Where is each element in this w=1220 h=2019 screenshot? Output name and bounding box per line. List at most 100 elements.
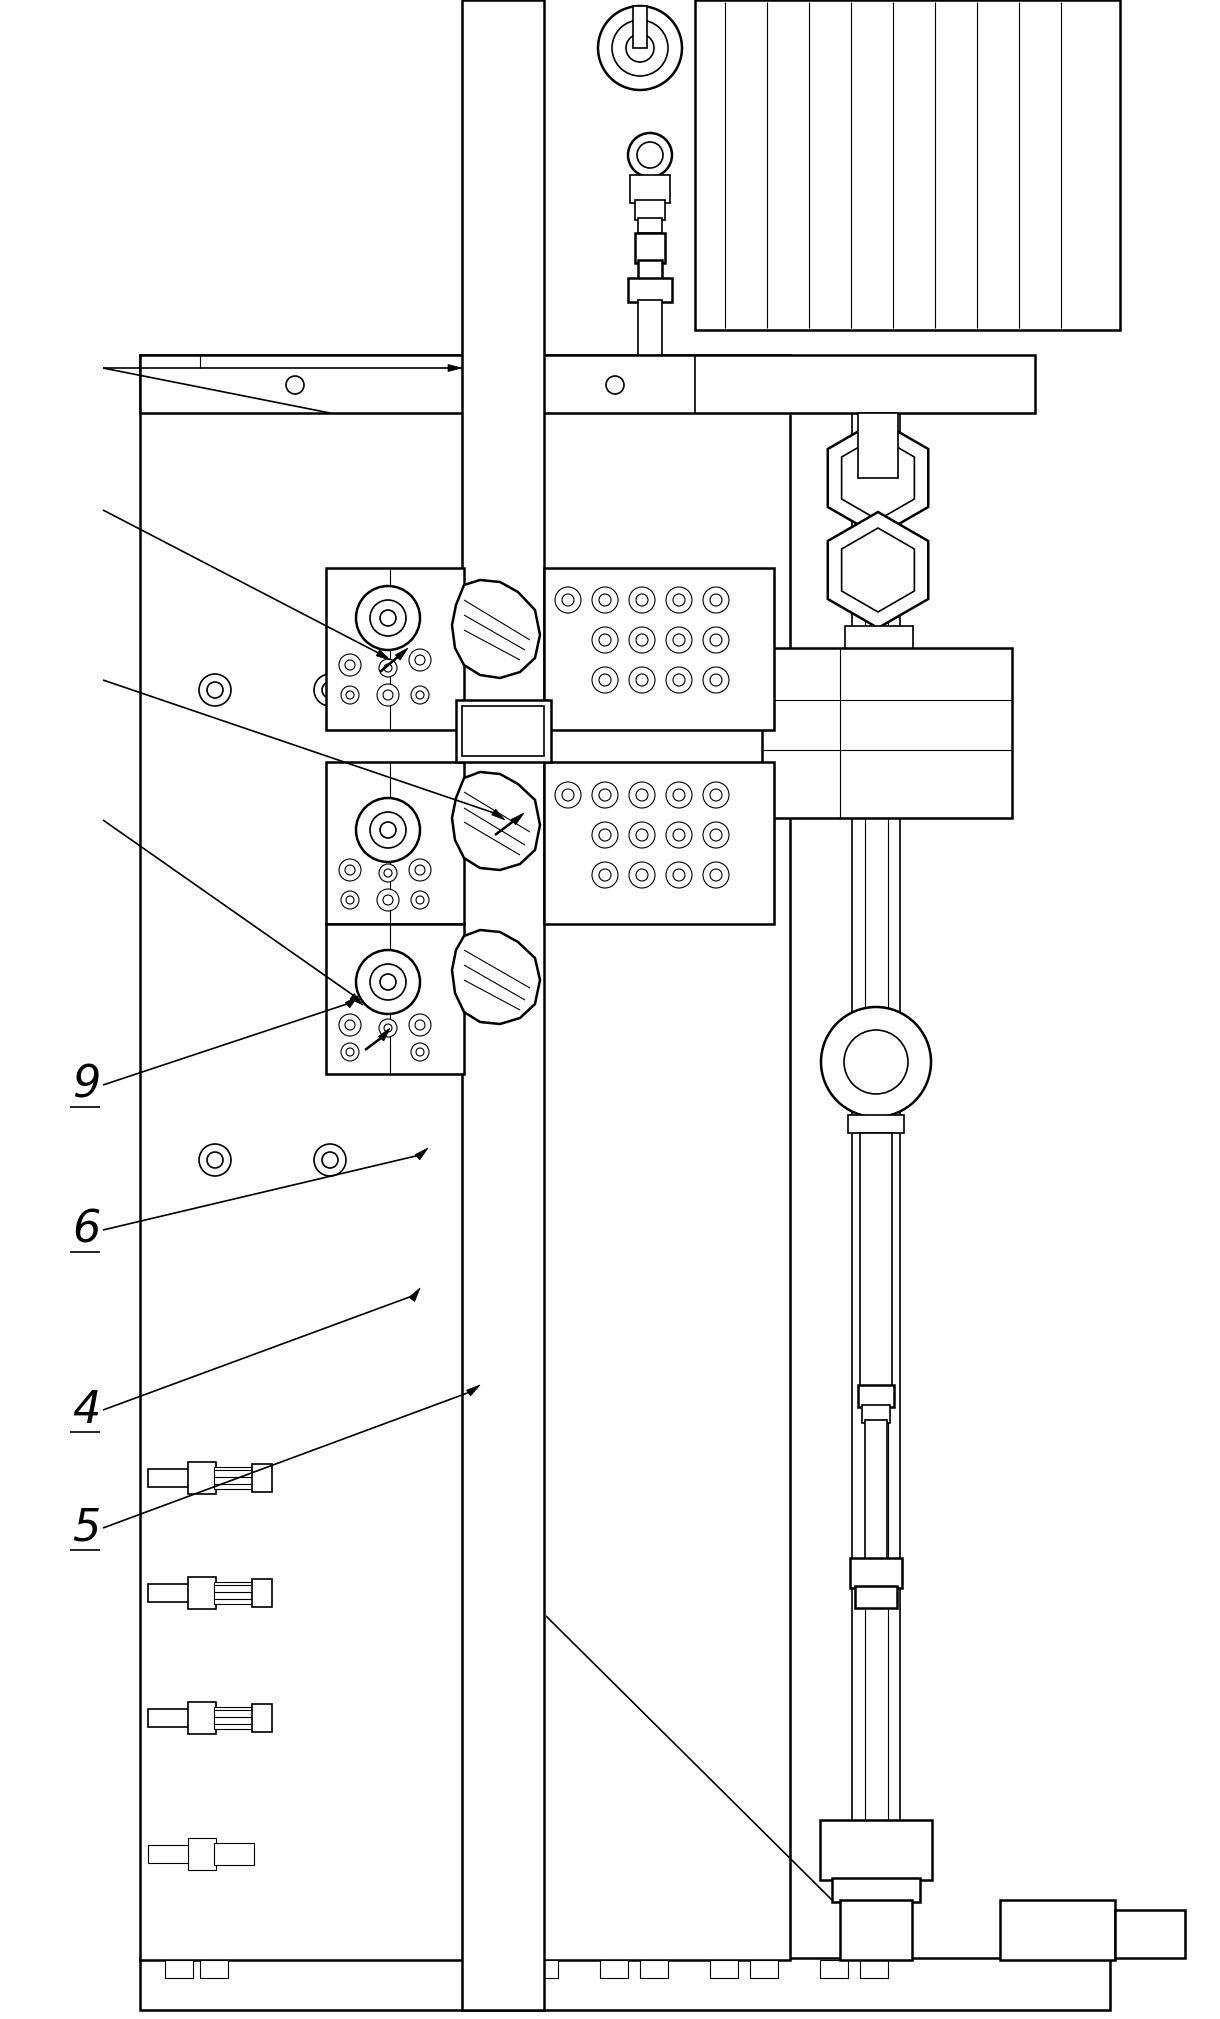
Circle shape <box>416 1048 425 1056</box>
Circle shape <box>379 864 397 882</box>
Circle shape <box>339 858 361 880</box>
Circle shape <box>703 588 730 614</box>
Circle shape <box>637 141 662 168</box>
Circle shape <box>630 862 655 888</box>
Circle shape <box>370 963 406 999</box>
Circle shape <box>346 690 354 699</box>
Circle shape <box>322 1153 338 1169</box>
Circle shape <box>630 628 655 652</box>
Bar <box>140 355 791 1960</box>
Bar <box>188 1702 216 1734</box>
Bar <box>200 1960 228 1979</box>
Polygon shape <box>378 1028 390 1042</box>
Circle shape <box>592 822 619 848</box>
Circle shape <box>630 588 655 614</box>
Circle shape <box>562 789 573 802</box>
Circle shape <box>599 830 611 842</box>
Bar <box>188 1837 216 1870</box>
Circle shape <box>416 896 425 905</box>
Bar <box>214 1468 254 1488</box>
Polygon shape <box>492 810 505 820</box>
Circle shape <box>207 682 223 699</box>
Circle shape <box>411 890 429 909</box>
Circle shape <box>666 781 692 808</box>
Circle shape <box>666 588 692 614</box>
Bar <box>544 567 773 731</box>
Bar <box>326 761 464 925</box>
Circle shape <box>703 862 730 888</box>
Bar <box>253 1579 272 1607</box>
Circle shape <box>599 674 611 686</box>
Bar <box>188 1577 216 1609</box>
Bar <box>852 414 900 1958</box>
Circle shape <box>342 686 359 705</box>
Bar <box>188 1462 216 1494</box>
Bar <box>544 761 773 925</box>
Polygon shape <box>376 650 390 660</box>
Circle shape <box>710 674 722 686</box>
Circle shape <box>416 690 425 699</box>
Bar <box>845 626 913 656</box>
Bar <box>253 1704 272 1732</box>
Bar <box>860 1960 888 1979</box>
Circle shape <box>636 674 648 686</box>
Circle shape <box>630 781 655 808</box>
Circle shape <box>592 588 619 614</box>
Circle shape <box>356 798 420 862</box>
Circle shape <box>710 789 722 802</box>
Bar <box>750 1960 778 1979</box>
Circle shape <box>379 610 397 626</box>
Circle shape <box>599 634 611 646</box>
Circle shape <box>383 690 393 701</box>
Bar <box>695 0 1120 329</box>
Circle shape <box>599 868 611 880</box>
Circle shape <box>356 951 420 1014</box>
Circle shape <box>710 594 722 606</box>
Bar <box>633 6 647 48</box>
Circle shape <box>666 628 692 652</box>
Bar <box>640 1960 669 1979</box>
Bar <box>326 925 464 1074</box>
Polygon shape <box>842 436 914 521</box>
Polygon shape <box>451 579 540 678</box>
Circle shape <box>710 868 722 880</box>
Circle shape <box>339 1014 361 1036</box>
Bar <box>148 1708 190 1726</box>
Circle shape <box>666 862 692 888</box>
Circle shape <box>562 594 573 606</box>
Bar <box>820 1960 848 1979</box>
Bar <box>820 1819 932 1880</box>
Circle shape <box>710 830 722 842</box>
Polygon shape <box>448 365 462 371</box>
Circle shape <box>379 973 397 989</box>
Polygon shape <box>511 814 525 826</box>
Polygon shape <box>842 529 914 612</box>
Circle shape <box>384 868 392 876</box>
Circle shape <box>636 634 648 646</box>
Circle shape <box>636 868 648 880</box>
Circle shape <box>666 666 692 693</box>
Bar <box>858 414 898 479</box>
Circle shape <box>703 822 730 848</box>
Circle shape <box>379 1020 397 1038</box>
Circle shape <box>636 789 648 802</box>
Bar <box>630 176 670 204</box>
Circle shape <box>592 628 619 652</box>
Circle shape <box>345 864 355 874</box>
Circle shape <box>314 1145 346 1175</box>
Circle shape <box>409 858 431 880</box>
Circle shape <box>703 666 730 693</box>
Polygon shape <box>345 995 357 1007</box>
Circle shape <box>599 594 611 606</box>
Circle shape <box>207 1153 223 1169</box>
Bar <box>634 200 665 220</box>
Circle shape <box>673 594 684 606</box>
Circle shape <box>411 686 429 705</box>
Circle shape <box>821 1007 931 1117</box>
Text: 6: 6 <box>72 1209 100 1252</box>
Circle shape <box>673 789 684 802</box>
Bar <box>140 1958 1110 2011</box>
Circle shape <box>673 868 684 880</box>
Bar <box>858 1385 894 1407</box>
Circle shape <box>703 781 730 808</box>
